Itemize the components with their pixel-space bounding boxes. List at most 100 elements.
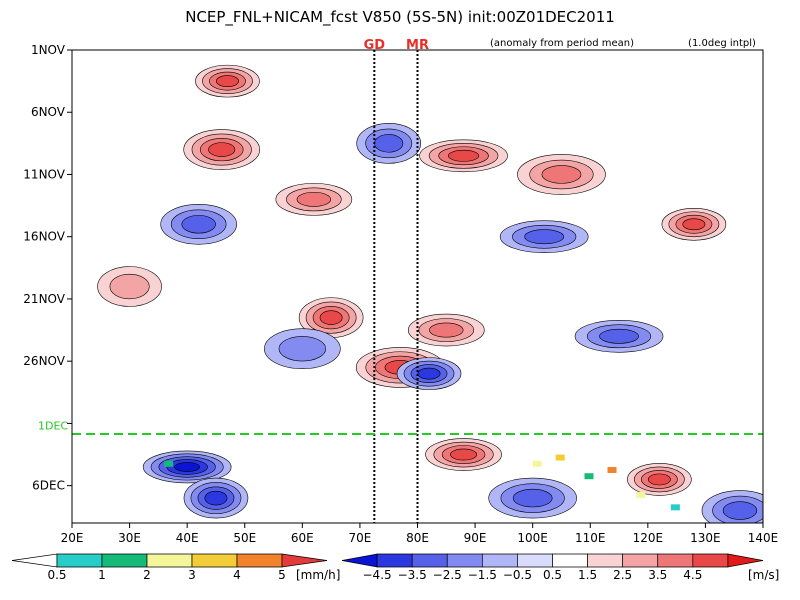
wind-tick-label: 2.5 — [613, 568, 632, 582]
precip-cell — [555, 454, 565, 461]
anomaly-cell — [142, 450, 232, 484]
wind-tick-label: −0.5 — [503, 568, 532, 582]
wind-swatch — [411, 553, 448, 568]
anomaly-contour — [429, 322, 464, 338]
anomaly-contour — [417, 367, 441, 380]
wind-unit: [m/s] — [748, 568, 779, 582]
anomaly-cell — [396, 357, 462, 390]
wind-swatch — [727, 553, 764, 568]
anomaly-contour — [204, 490, 228, 506]
precip-tick-label: 2 — [143, 568, 151, 582]
anomaly-cell — [275, 183, 353, 216]
anomaly-cell — [661, 207, 727, 241]
marker-label: GD — [364, 38, 386, 53]
x-tick-label: 60E — [291, 531, 314, 545]
wind-tick-label: 1.5 — [578, 568, 597, 582]
precip-swatch — [236, 553, 283, 568]
wind-colorbar: −4.5 −3.5 −2.5 −1.5 −0.5 0.5 1.5 2.5 3.5 4.5 — [341, 553, 764, 582]
anomaly-contour — [109, 273, 150, 300]
precip-tick-label: 1 — [98, 568, 106, 582]
x-tick-label: 50E — [233, 531, 256, 545]
precip-tick-label: 4 — [233, 568, 241, 582]
wind-swatch — [657, 553, 694, 568]
precip-tick-label: 5 — [278, 568, 286, 582]
x-tick-label: 80E — [406, 531, 429, 545]
anomaly-contour — [450, 448, 478, 461]
wind-tick-label: −2.5 — [433, 568, 462, 582]
anomaly-cell — [701, 490, 763, 523]
y-tick-label: 6DEC — [32, 479, 65, 493]
anomaly-cell — [264, 328, 341, 370]
wind-swatch — [376, 553, 413, 568]
x-tick-label: 30E — [118, 531, 141, 545]
anomaly-contour — [682, 218, 706, 231]
anomaly-cell — [298, 297, 364, 338]
anomaly-contour — [296, 191, 332, 207]
wind-tick-label: −3.5 — [398, 568, 427, 582]
wind-swatch — [446, 553, 483, 568]
x-tick-label: 20E — [61, 531, 84, 545]
precip-cell — [670, 504, 680, 511]
precip-cell — [532, 460, 542, 467]
precip-cell — [584, 473, 594, 480]
anomaly-contour — [278, 336, 327, 362]
wind-swatch — [622, 553, 659, 568]
y-tick-label: 6NOV — [31, 105, 66, 119]
wind-swatch — [552, 553, 588, 568]
x-tick-label: 120E — [633, 531, 664, 545]
anomaly-contour — [174, 462, 201, 472]
y-tick-label: 16NOV — [23, 230, 65, 244]
precip-swatch — [11, 553, 58, 568]
anomaly-cell — [97, 266, 162, 307]
x-tick-label: 140E — [748, 531, 779, 545]
x-tick-label: 90E — [464, 531, 487, 545]
chart-subtitle-left: (anomaly from period mean) — [490, 38, 634, 49]
anomaly-contour — [512, 488, 553, 508]
wind-swatch — [481, 553, 518, 568]
anomaly-cell — [160, 203, 237, 245]
wind-tick-label: 4.5 — [683, 568, 702, 582]
init-label: 1DEC — [38, 419, 68, 432]
precip-colorbar: 0.5 1 2 3 4 5 — [11, 553, 328, 582]
anomaly-cell — [183, 477, 249, 519]
x-tick-label: 100E — [517, 531, 548, 545]
precip-unit: [mm/h] — [296, 568, 340, 582]
wind-swatch — [692, 553, 729, 568]
precip-cell — [636, 491, 646, 498]
anomaly-contour — [181, 215, 216, 234]
wind-tick-label: −4.5 — [363, 568, 392, 582]
anomaly-cell — [183, 129, 261, 170]
anomaly-cell — [499, 220, 589, 254]
anomaly-cell — [574, 319, 664, 353]
anomaly-cell — [356, 123, 422, 164]
wind-swatch — [517, 553, 553, 568]
wind-tick-label: 0.5 — [543, 568, 562, 582]
wind-swatch — [587, 553, 624, 568]
anomaly-contour — [216, 75, 239, 87]
precip-swatch — [101, 553, 148, 568]
precip-tick-label: 0.5 — [47, 568, 66, 582]
anomaly-contour — [541, 165, 582, 184]
precip-tick-label: 3 — [188, 568, 196, 582]
anomaly-contour — [374, 134, 404, 153]
anomaly-cell — [407, 313, 485, 347]
anomaly-cell — [627, 463, 692, 496]
y-tick-label: 1NOV — [31, 43, 66, 57]
precip-cell — [164, 460, 174, 467]
x-tick-label: 130E — [690, 531, 721, 545]
anomaly-contour — [722, 501, 758, 520]
anomaly-cell — [488, 477, 577, 519]
wind-tick-label: −1.5 — [468, 568, 497, 582]
chart-title: NCEP_FNL+NICAM_fcst V850 (5S-5N) init:00… — [185, 8, 615, 27]
anomaly-contour — [524, 229, 565, 245]
anomaly-contour — [208, 142, 236, 157]
x-tick-label: 70E — [348, 531, 371, 545]
wind-tick-label: 3.5 — [648, 568, 667, 582]
anomaly-contour — [647, 473, 671, 486]
y-tick-label: 21NOV — [23, 292, 65, 306]
x-tick-label: 110E — [575, 531, 606, 545]
anomaly-contour — [319, 310, 343, 325]
anomaly-cell — [517, 154, 606, 195]
anomaly-cell — [195, 64, 260, 98]
